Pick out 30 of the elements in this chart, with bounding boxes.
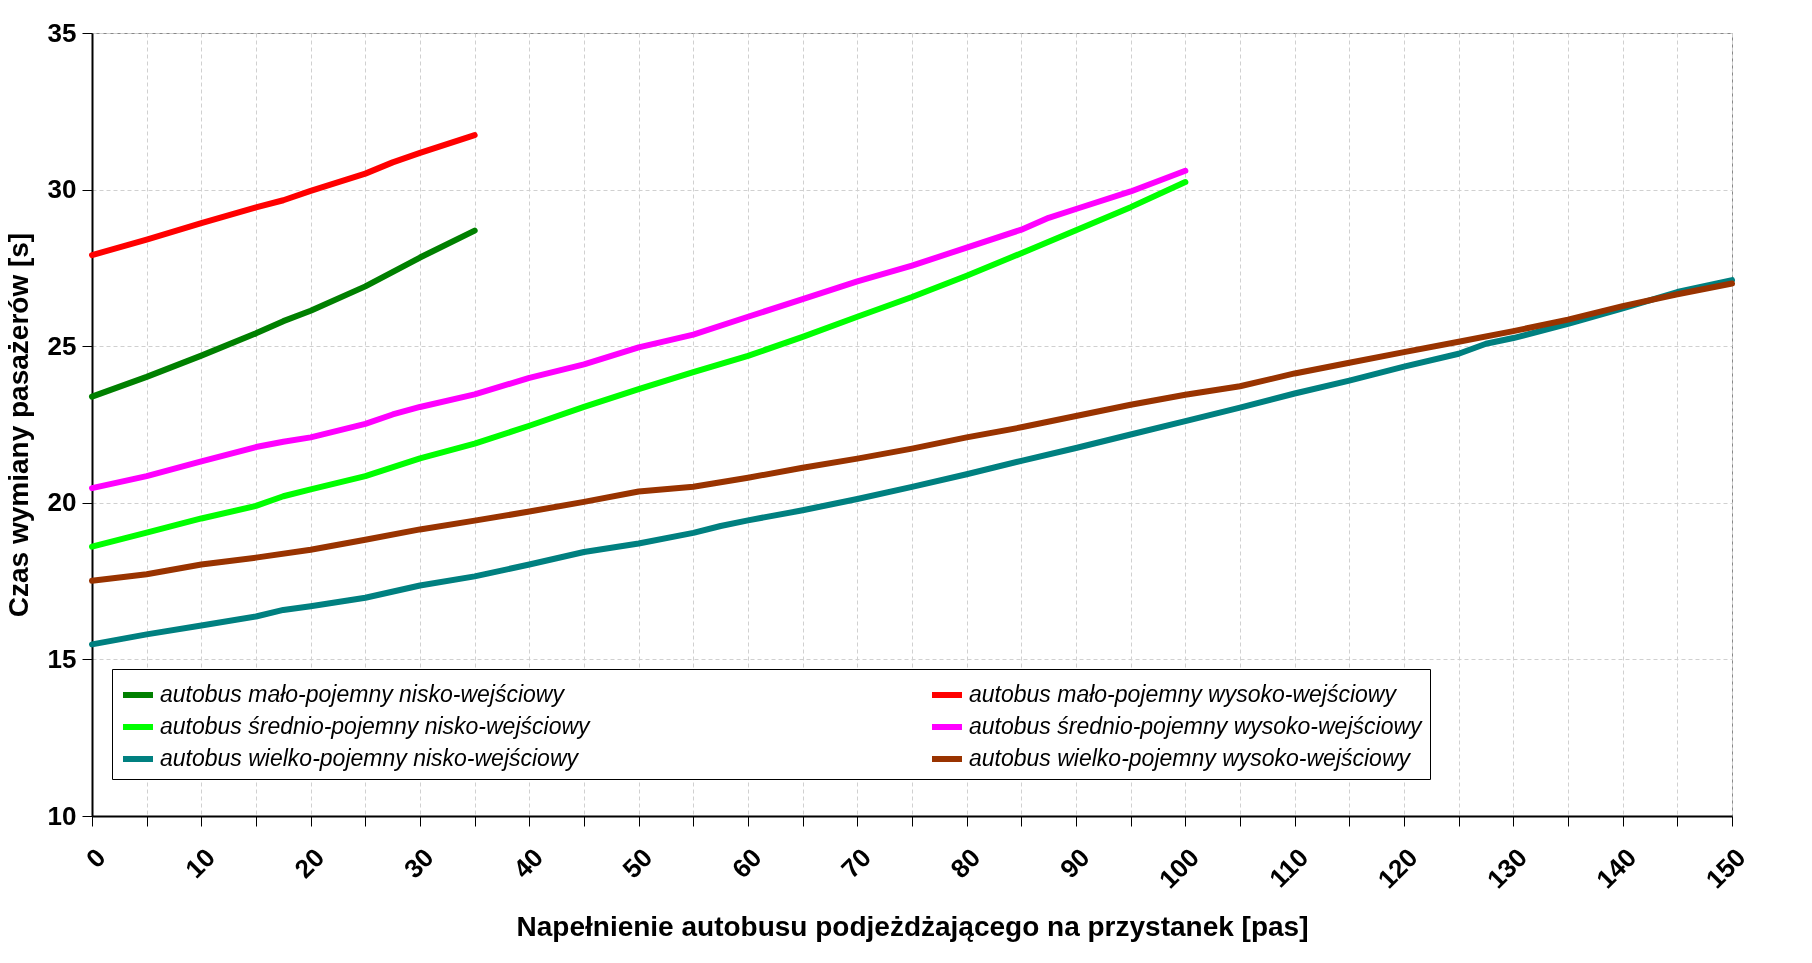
y-axis-title: Czas wymiany pasażerów [s]: [2, 232, 34, 618]
y-tick-label: 20: [47, 487, 77, 518]
x-tick-label: 140: [1590, 842, 1643, 895]
y-tick-label: 35: [47, 17, 77, 48]
x-tick-label: 30: [397, 842, 440, 885]
legend-label: autobus wielko-pojemny wysoko-wejściowy: [969, 745, 1412, 771]
x-axis-title: Napełnienie autobusu podjeżdżającego na przystanek [pas]: [516, 910, 1309, 942]
y-tick-label: 25: [47, 330, 77, 361]
legend-label: autobus mało-pojemny nisko-wejściowy: [160, 681, 566, 707]
x-tick-label: 130: [1481, 842, 1533, 895]
legend-label: autobus wielko-pojemny nisko-wejściowy: [160, 745, 580, 771]
legend-label: autobus średnio-pojemny wysoko-wejściowy: [969, 713, 1424, 739]
x-tick-label: 150: [1699, 842, 1752, 895]
x-tick-label: 100: [1153, 842, 1205, 895]
x-tick-label: 20: [288, 842, 331, 885]
legend-label: autobus średnio-pojemny nisko-wejściowy: [160, 713, 592, 739]
y-tick-label: 10: [47, 800, 77, 831]
y-tick-label: 30: [47, 174, 77, 205]
y-tick-label: 15: [47, 643, 77, 674]
x-tick-label: 60: [725, 842, 768, 885]
legend-label: autobus mało-pojemny wysoko-wejściowy: [969, 681, 1398, 707]
x-tick-label: 40: [507, 842, 549, 885]
x-tick-label: 0: [80, 842, 112, 874]
x-tick-label: 110: [1263, 842, 1315, 894]
x-tick-label: 50: [616, 842, 659, 885]
x-tick-label: 10: [179, 842, 221, 885]
x-tick-label: 80: [944, 842, 987, 885]
x-tick-label: 70: [835, 842, 877, 885]
x-tick-label: 120: [1371, 842, 1424, 895]
x-tick-label: 90: [1053, 842, 1096, 885]
